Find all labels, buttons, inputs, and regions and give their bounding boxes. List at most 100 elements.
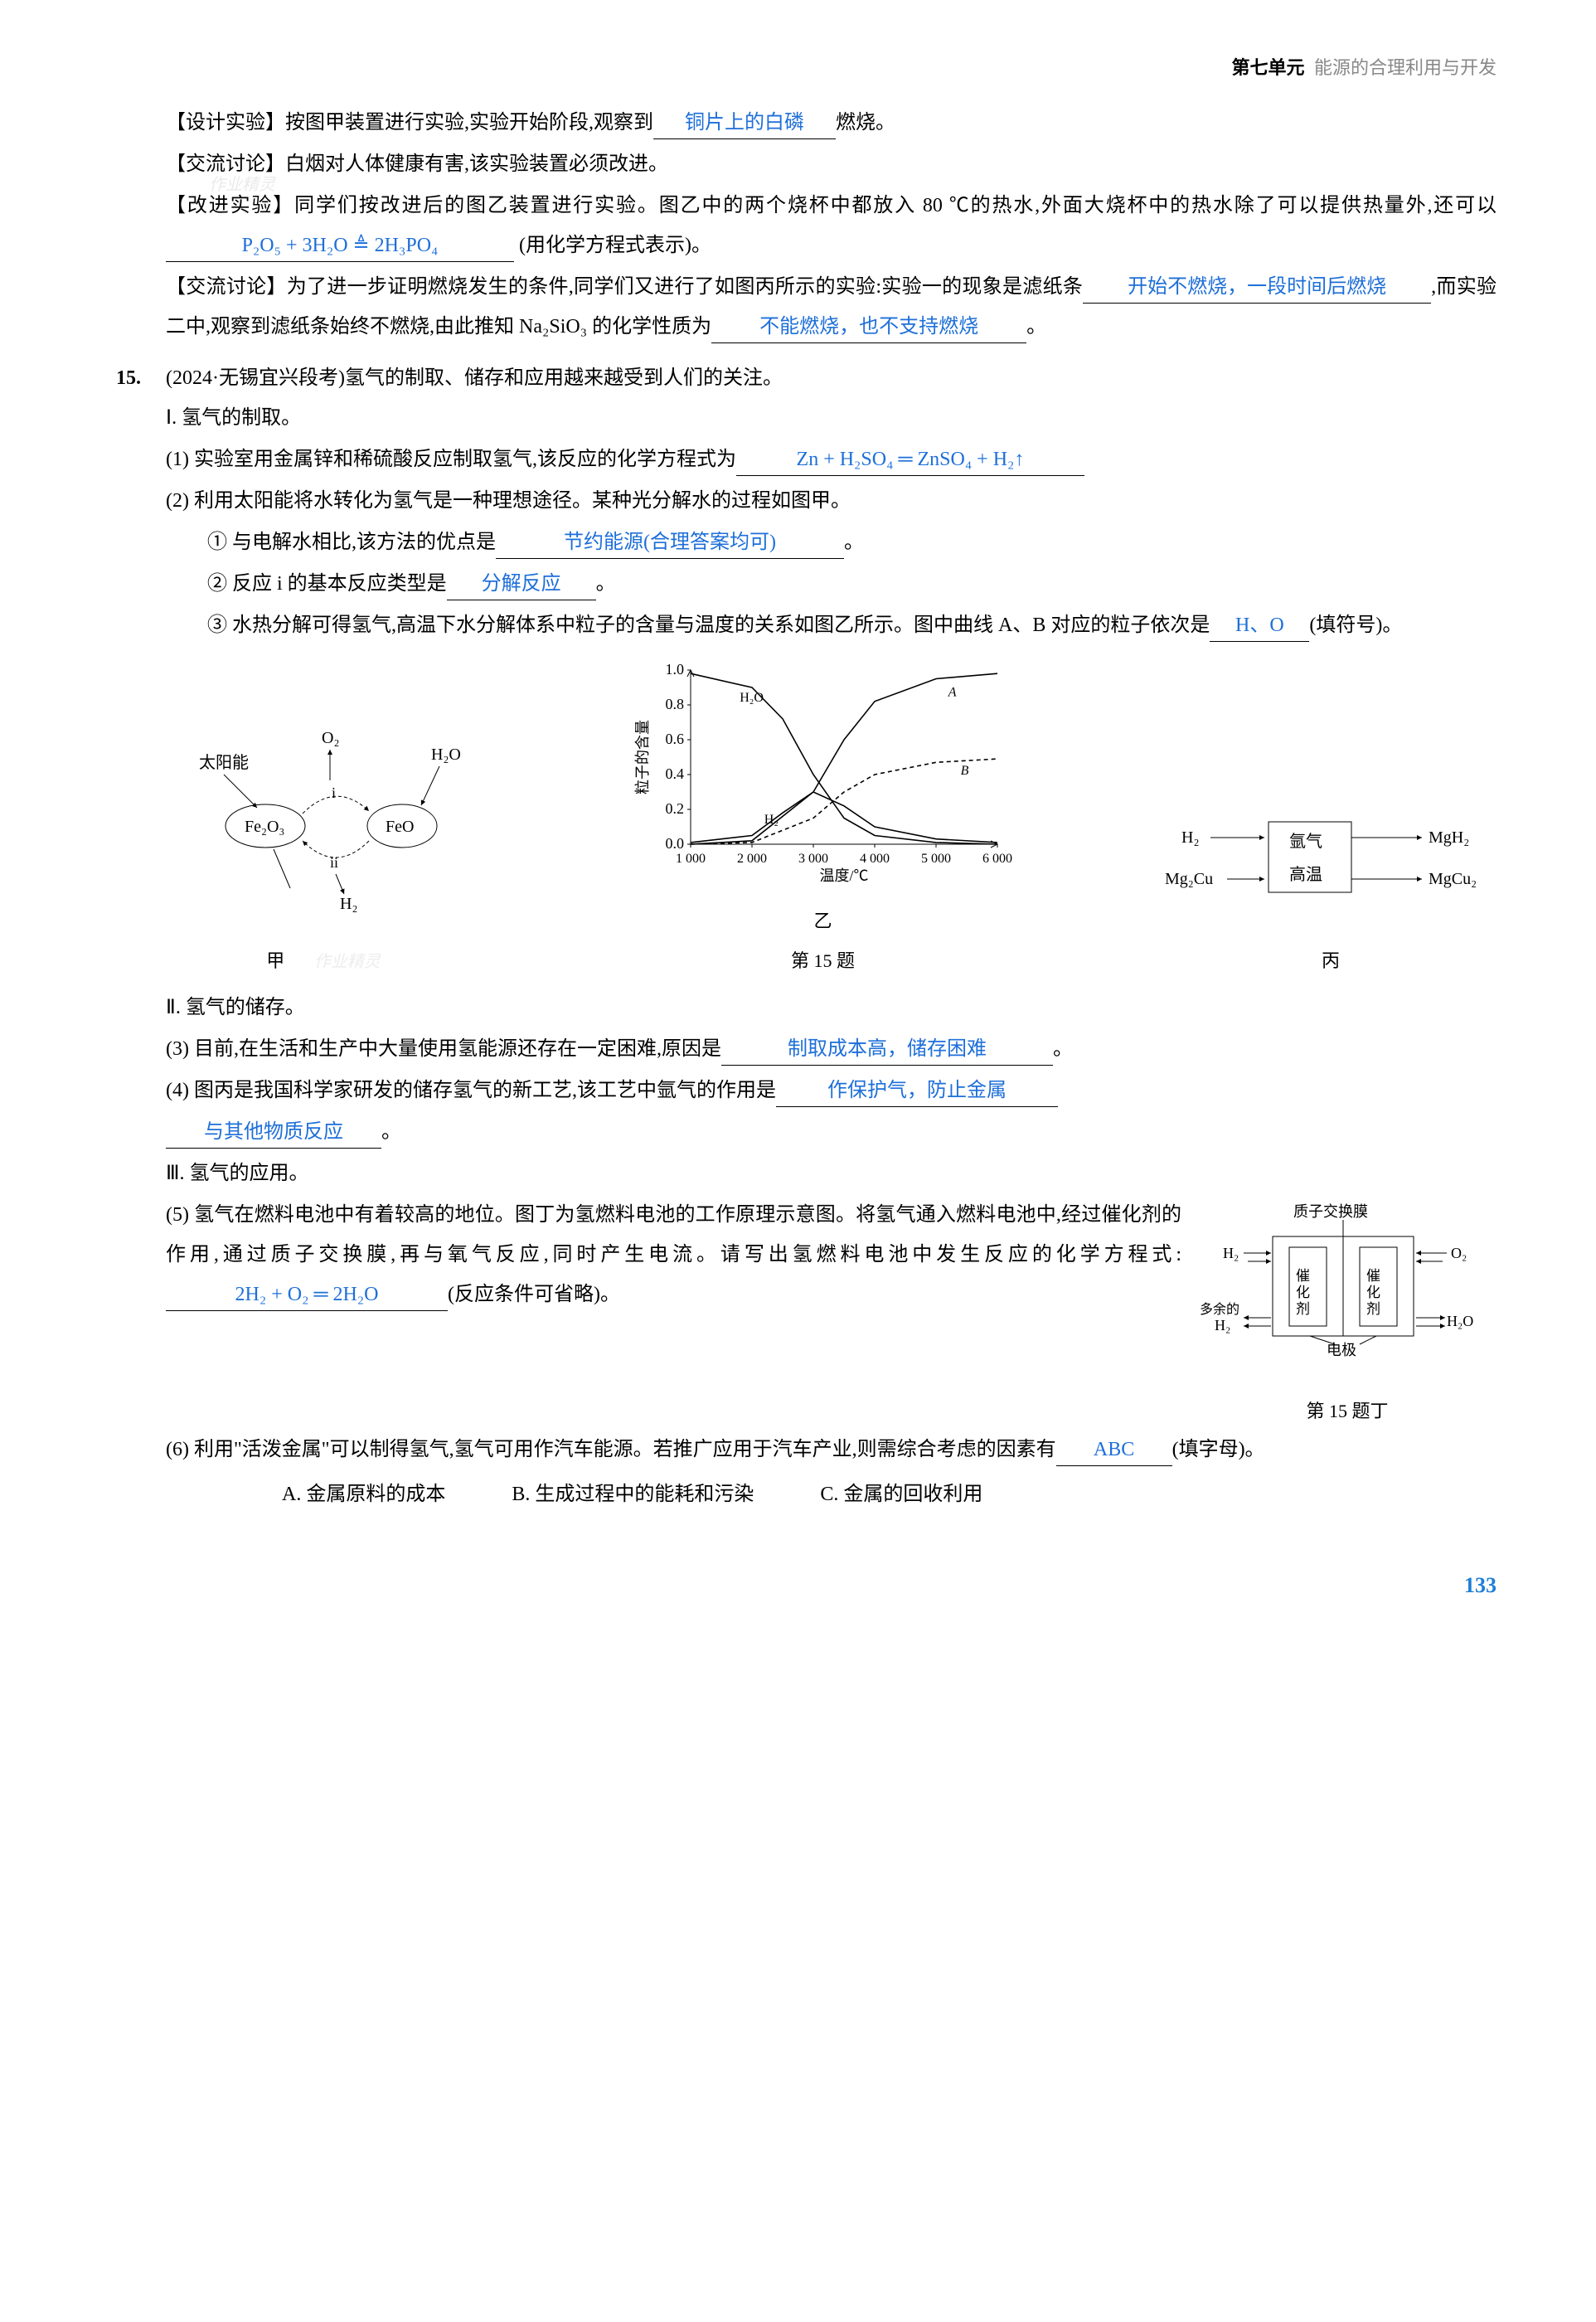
fig-15-label: 第 15 题 xyxy=(633,943,1014,979)
p1-blank: Zn + H₂SO₄ ═ ZnSO₄ + H₂↑ xyxy=(736,444,1084,476)
svg-text:剂: 剂 xyxy=(1296,1301,1310,1317)
svg-text:电极: 电极 xyxy=(1327,1342,1356,1358)
svg-text:i: i xyxy=(332,785,336,801)
svg-text:太阳能: 太阳能 xyxy=(199,753,249,772)
svg-text:粒子的含量: 粒子的含量 xyxy=(634,720,651,794)
q15-p2: (2) 利用太阳能将水转化为氢气是一种理想途径。某种光分解水的过程如图甲。 xyxy=(116,481,1497,521)
p6-label: (6) xyxy=(166,1439,189,1460)
svg-text:化: 化 xyxy=(1296,1285,1310,1300)
option-b: B. 生成过程中的能耗和污染 xyxy=(512,1474,754,1514)
svg-text:H₂: H₂ xyxy=(1215,1317,1230,1333)
p4-blank-a: 作保护气，防止金属 xyxy=(776,1075,1058,1107)
q15-p2-1: ① 与电解水相比,该方法的优点是节约能源(合理答案均可)。 xyxy=(116,522,1497,562)
svg-text:Mg₂Cu: Mg₂Cu xyxy=(1165,870,1213,888)
svg-text:多余的: 多余的 xyxy=(1200,1301,1239,1317)
q15-II: Ⅱ. 氢气的储存。 xyxy=(116,988,1497,1027)
p5-label: (5) xyxy=(166,1204,189,1226)
discuss2-blank1: 开始不燃烧，一段时间后燃烧 xyxy=(1083,271,1431,304)
chart-yi-svg: 0.00.20.40.60.81.01 0002 0003 0004 0005 … xyxy=(633,662,1014,886)
svg-text:MgCu₂: MgCu₂ xyxy=(1429,870,1477,888)
svg-text:H₂: H₂ xyxy=(1181,828,1199,847)
p2-text: 利用太阳能将水转化为氢气是一种理想途径。某种光分解水的过程如图甲。 xyxy=(194,490,851,512)
p2-3-blank: H、O xyxy=(1210,610,1309,642)
discuss1-text: 白烟对人体健康有害,该实验装置必须改进。 xyxy=(285,153,668,175)
q15-p6-options: A. 金属原料的成本 B. 生成过程中的能耗和污染 C. 金属的回收利用 xyxy=(116,1474,1497,1514)
q14-discuss2: 【交流讨论】为了进一步证明燃烧发生的条件,同学们又进行了如图丙所示的实验:实验一… xyxy=(116,267,1497,347)
diagram-ding-svg: 质子交换膜 催 化 剂 催 化 剂 H₂ 多余的 H₂ O₂ H₂O 电极 xyxy=(1198,1202,1488,1376)
p6-blank: ABC xyxy=(1056,1434,1172,1466)
q15-intro: 氢气的制取、储存和应用越来越受到人们的关注。 xyxy=(345,367,783,389)
p2-3-text-a: 水热分解可得氢气,高温下水分解体系中粒子的含量与温度的关系如图乙所示。图中曲线 … xyxy=(232,615,1210,636)
p4-blank-b: 与其他物质反应 xyxy=(166,1116,381,1149)
p2-1-text: 与电解水相比,该方法的优点是 xyxy=(232,532,496,553)
p3-end: 。 xyxy=(1053,1038,1073,1060)
fig-jia-label: 甲 xyxy=(266,950,284,971)
page-number: 133 xyxy=(116,1564,1497,1607)
svg-text:质子交换膜: 质子交换膜 xyxy=(1293,1203,1368,1220)
svg-text:5 000: 5 000 xyxy=(921,852,951,866)
p1-text: 实验室用金属锌和稀硫酸反应制取氢气,该反应的化学方程式为 xyxy=(194,449,736,470)
q14-design: 【设计实验】按图甲装置进行实验,实验开始阶段,观察到铜片上的白磷燃烧。 xyxy=(116,103,1497,143)
svg-text:H₂: H₂ xyxy=(1223,1245,1239,1261)
svg-text:催: 催 xyxy=(1366,1268,1380,1284)
svg-text:4 000: 4 000 xyxy=(860,852,890,866)
q15-p4: (4) 图丙是我国科学家研发的储存氢气的新工艺,该工艺中氩气的作用是作保护气，防… xyxy=(116,1071,1497,1110)
figures-row: 太阳能 Fe₂O₃ FeO i ii O₂ H₂O H₂ 甲 作业精灵 0.00… xyxy=(166,662,1497,979)
svg-text:Fe₂O₃: Fe₂O₃ xyxy=(245,818,284,836)
p2-label: (2) xyxy=(166,490,189,512)
svg-text:0.2: 0.2 xyxy=(665,800,684,817)
svg-text:O₂: O₂ xyxy=(322,729,339,747)
svg-text:2 000: 2 000 xyxy=(737,852,767,866)
svg-text:0.4: 0.4 xyxy=(665,765,684,782)
svg-text:ii: ii xyxy=(330,854,338,871)
svg-text:化: 化 xyxy=(1366,1285,1380,1300)
p5-text-a: 氢气在燃料电池中有着较高的地位。图丁为氢燃料电池的工作原理示意图。将氢气通入燃料… xyxy=(166,1204,1181,1265)
design-text-a: 按图甲装置进行实验,实验开始阶段,观察到 xyxy=(285,112,653,134)
q15-III: Ⅲ. 氢气的应用。 xyxy=(116,1154,1497,1193)
svg-text:H₂O: H₂O xyxy=(740,691,764,705)
p3-text: 目前,在生活和生产中大量使用氢能源还存在一定困难,原因是 xyxy=(194,1038,721,1060)
q15-I-label: Ⅰ. 氢气的制取。 xyxy=(166,407,301,429)
p2-3-label: ③ xyxy=(207,615,227,636)
diagram-bing-svg: H₂ Mg₂Cu 氩气 高温 MgH₂ MgCu₂ xyxy=(1165,801,1497,925)
svg-text:温度/℃: 温度/℃ xyxy=(819,867,868,884)
p3-blank: 制取成本高，储存困难 xyxy=(721,1033,1053,1066)
design-text-b: 燃烧。 xyxy=(836,112,895,134)
diagram-ding: 质子交换膜 催 化 剂 催 化 剂 H₂ 多余的 H₂ O₂ H₂O 电极 xyxy=(1198,1202,1497,1430)
unit-light: 能源的合理利用与开发 xyxy=(1314,57,1497,78)
p5-blank: 2H₂ + O₂ ═ 2H₂O xyxy=(166,1279,448,1311)
p2-1-label: ① xyxy=(207,532,227,553)
svg-text:催: 催 xyxy=(1296,1268,1310,1284)
p1-label: (1) xyxy=(166,449,189,470)
svg-text:1 000: 1 000 xyxy=(676,852,706,866)
discuss2-text-c: 。 xyxy=(1026,316,1046,338)
p2-2-label: ② xyxy=(207,573,227,595)
watermark-2: 作业精灵 xyxy=(314,953,381,971)
svg-text:1.0: 1.0 xyxy=(665,662,684,678)
q15-II-label: Ⅱ. 氢气的储存。 xyxy=(166,997,305,1018)
option-c: C. 金属的回收利用 xyxy=(820,1474,982,1514)
diagram-jia-svg: 太阳能 Fe₂O₃ FeO i ii O₂ H₂O H₂ xyxy=(166,710,481,925)
p2-2-blank: 分解反应 xyxy=(447,568,596,600)
p4-end: 。 xyxy=(381,1121,401,1143)
p2-3-text-b: (填符号)。 xyxy=(1309,615,1402,636)
diagram-bing: H₂ Mg₂Cu 氩气 高温 MgH₂ MgCu₂ 丙 xyxy=(1165,801,1497,979)
design-blank1: 铜片上的白磷 xyxy=(653,107,836,139)
q15-III-label: Ⅲ. 氢气的应用。 xyxy=(166,1163,309,1184)
q15-p4-cont: 与其他物质反应。 xyxy=(116,1112,1497,1152)
svg-text:H₂: H₂ xyxy=(340,895,357,913)
watermark-1: 作业精灵 xyxy=(209,176,275,194)
fig-ding-label: 第 15 题丁 xyxy=(1198,1393,1497,1430)
svg-text:3 000: 3 000 xyxy=(798,852,828,866)
p4-label: (4) xyxy=(166,1080,189,1101)
improve-text-a: 同学们按改进后的图乙装置进行实验。图乙中的两个烧杯中都放入 80 ℃的热水,外面… xyxy=(294,195,1497,216)
svg-text:6 000: 6 000 xyxy=(982,852,1012,866)
svg-text:氩气: 氩气 xyxy=(1289,832,1322,851)
svg-text:MgH₂: MgH₂ xyxy=(1429,828,1469,847)
discuss2-label: 【交流讨论】 xyxy=(166,276,287,298)
svg-text:FeO: FeO xyxy=(386,818,414,836)
p6-text-b: (填字母)。 xyxy=(1172,1439,1265,1460)
svg-text:H₂: H₂ xyxy=(764,813,778,827)
chart-yi: 0.00.20.40.60.81.01 0002 0003 0004 0005 … xyxy=(633,662,1014,979)
q15-p6: (6) 利用"活泼金属"可以制得氢气,氢气可用作汽车能源。若推广应用于汽车产业,… xyxy=(116,1430,1497,1469)
